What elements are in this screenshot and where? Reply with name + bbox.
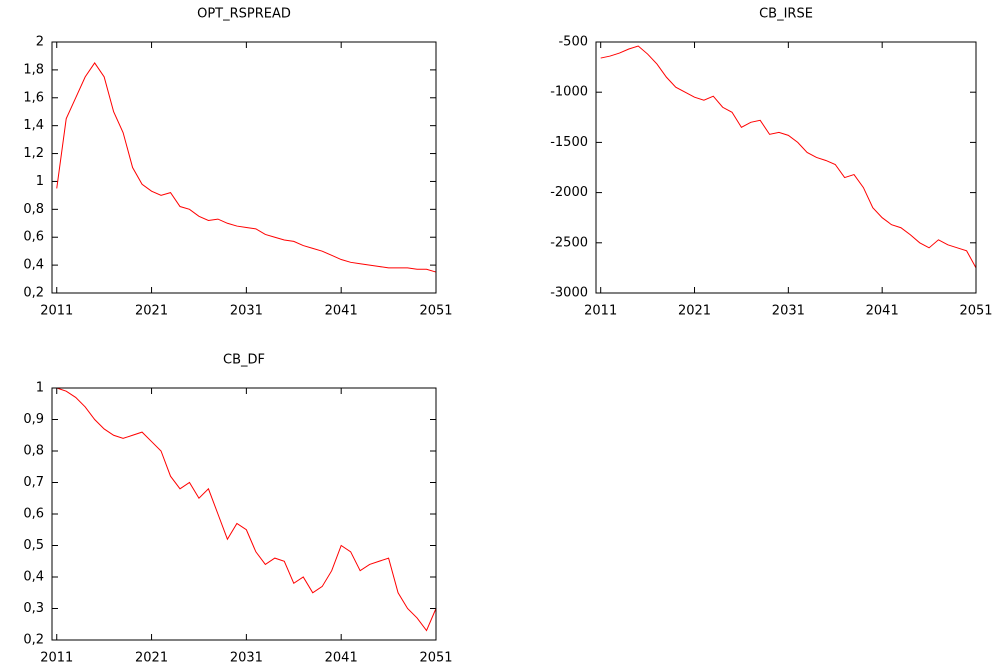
x-tick-label: 2011 (584, 304, 617, 319)
y-tick-label: 1 (36, 381, 44, 396)
y-tick-label: 0,8 (23, 202, 44, 217)
plot-frame (51, 387, 437, 641)
x-tick-label: 2031 (230, 304, 263, 319)
x-tick-label: 2041 (866, 304, 899, 319)
data-line (56, 62, 437, 273)
x-tick-label: 2011 (40, 651, 73, 666)
chart-title: CB_DF (223, 353, 265, 368)
y-tick-label: 0,8 (23, 444, 44, 459)
y-tick-label: 1 (36, 174, 44, 189)
y-tick-label: 0,4 (23, 570, 44, 585)
y-tick-label: 1,4 (23, 118, 44, 133)
y-tick-label: -3000 (550, 286, 588, 301)
y-tick-label: -2000 (550, 185, 588, 200)
y-tick-label: -500 (558, 35, 588, 50)
chart-title: OPT_RSPREAD (197, 7, 291, 22)
y-tick-label: 0,7 (23, 475, 44, 490)
y-tick-label: 0,5 (23, 538, 44, 553)
data-line (600, 45, 977, 269)
y-tick-label: -2500 (550, 235, 588, 250)
x-tick-label: 2021 (135, 651, 168, 666)
x-tick-label: 2051 (419, 304, 452, 319)
y-tick-label: 1,2 (23, 146, 44, 161)
y-tick-label: 0,6 (23, 230, 44, 245)
y-tick-label: 1,8 (23, 62, 44, 77)
y-tick-label: 1,6 (23, 90, 44, 105)
x-tick-label: 2021 (678, 304, 711, 319)
x-tick-label: 2031 (772, 304, 805, 319)
y-tick-label: 0,2 (23, 633, 44, 648)
plot-frame (51, 41, 437, 294)
y-tick-label: 0,6 (23, 507, 44, 522)
y-tick-label: 0,9 (23, 412, 44, 427)
x-tick-label: 2041 (325, 304, 358, 319)
chart-title: CB_IRSE (759, 7, 813, 22)
y-tick-label: 0,4 (23, 258, 44, 273)
y-tick-label: 2 (36, 35, 44, 50)
data-line (56, 387, 437, 632)
y-tick-label: 0,2 (23, 286, 44, 301)
x-tick-label: 2011 (40, 304, 73, 319)
plot-frame (595, 41, 977, 294)
y-tick-label: -1000 (550, 85, 588, 100)
x-tick-label: 2051 (959, 304, 992, 319)
x-tick-label: 2021 (135, 304, 168, 319)
x-tick-label: 2031 (230, 651, 263, 666)
x-tick-label: 2051 (419, 651, 452, 666)
y-tick-label: 0,3 (23, 601, 44, 616)
y-tick-label: -1500 (550, 135, 588, 150)
x-tick-label: 2041 (325, 651, 358, 666)
